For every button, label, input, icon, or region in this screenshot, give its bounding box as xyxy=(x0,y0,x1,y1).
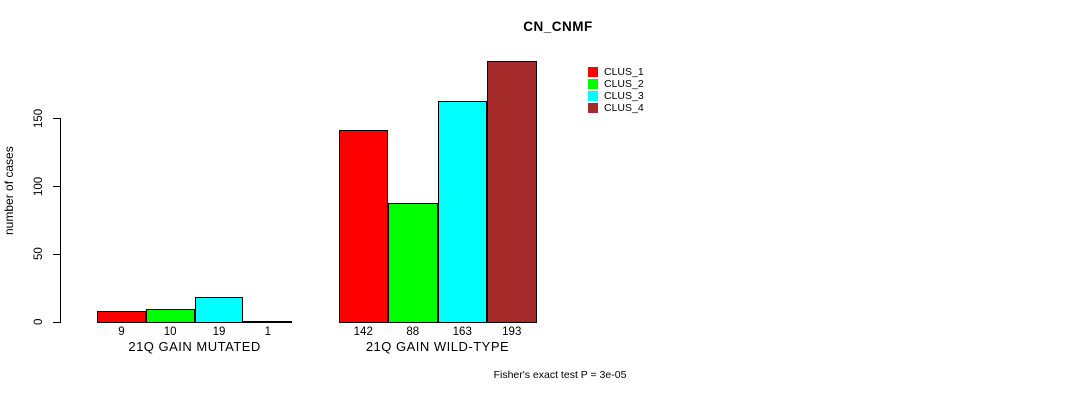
bar-clus_1-1 xyxy=(97,310,146,323)
chart-title: CN_CNMF xyxy=(523,19,593,34)
bar-clus_1-2 xyxy=(338,129,388,323)
legend-item-clus_2: CLUS_2 xyxy=(588,78,644,90)
y-axis-label: number of cases xyxy=(2,146,16,236)
y-axis-tick xyxy=(53,322,60,323)
legend-swatch-icon xyxy=(588,67,598,77)
bar-value-label: 10 xyxy=(163,326,177,338)
legend-item-clus_1: CLUS_1 xyxy=(588,66,644,78)
y-axis-tick-label: 100 xyxy=(33,176,45,196)
legend-label: CLUS_4 xyxy=(604,102,644,114)
group-label: 21Q GAIN MUTATED xyxy=(128,339,261,354)
bar-clus_2-1 xyxy=(145,309,195,323)
legend: CLUS_1 CLUS_2 CLUS_3 CLUS_4 xyxy=(588,66,644,114)
bar-value-label: 1 xyxy=(264,326,271,338)
legend-item-clus_3: CLUS_3 xyxy=(588,90,644,102)
legend-label: CLUS_2 xyxy=(604,78,644,90)
y-axis-tick-label: 50 xyxy=(33,247,45,261)
bar-value-label: 163 xyxy=(452,326,472,338)
group-label: 21Q GAIN WILD-TYPE xyxy=(365,339,510,354)
bar-clus_3-2 xyxy=(437,101,487,323)
annotation-text: Fisher's exact test P = 3e-05 xyxy=(493,369,627,381)
legend-swatch-icon xyxy=(588,91,598,101)
y-axis-tick xyxy=(53,254,60,255)
legend-label: CLUS_3 xyxy=(604,90,644,102)
bar-clus_4-2 xyxy=(487,60,537,323)
bar-value-label: 19 xyxy=(212,326,226,338)
y-axis-tick xyxy=(53,186,60,187)
bar-value-label: 142 xyxy=(353,326,373,338)
bar-value-label: 88 xyxy=(406,326,420,338)
y-axis-tick-label: 150 xyxy=(33,108,45,128)
bar-value-label: 9 xyxy=(118,326,125,338)
bar-clus_3-1 xyxy=(194,297,244,323)
legend-item-clus_4: CLUS_4 xyxy=(588,102,644,114)
y-axis-line xyxy=(60,118,61,323)
bar-clus_2-2 xyxy=(388,203,438,323)
y-axis-tick xyxy=(53,118,60,119)
bar-value-label: 193 xyxy=(502,326,522,338)
legend-swatch-icon xyxy=(588,103,598,113)
legend-swatch-icon xyxy=(588,79,598,89)
legend-label: CLUS_1 xyxy=(604,66,644,78)
y-axis-tick-label: 0 xyxy=(33,318,45,326)
bar-clus_4-1 xyxy=(243,321,293,323)
